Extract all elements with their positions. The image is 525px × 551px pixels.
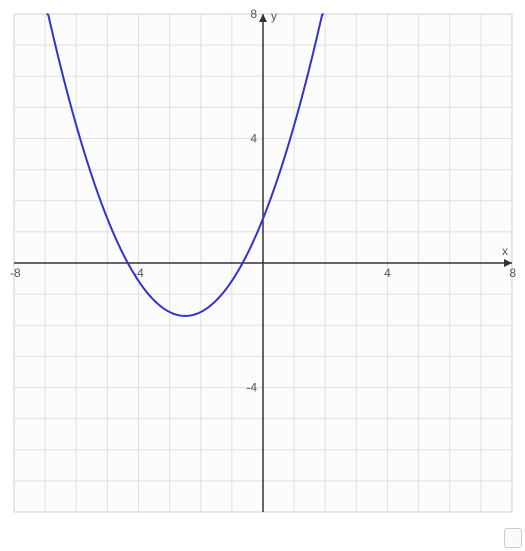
y-tick-label: 4 [250, 132, 257, 146]
chart-svg: -8 -4 4 8 8 4 -4 x y [8, 8, 518, 518]
x-axis-label: x [502, 244, 508, 258]
x-tick-label: -4 [133, 266, 144, 280]
x-tick-label: 4 [384, 266, 391, 280]
y-tick-label: -4 [246, 381, 257, 395]
x-tick-label: 8 [509, 266, 516, 280]
chart-container: -8 -4 4 8 8 4 -4 x y [8, 8, 518, 518]
x-tick-label: -8 [10, 266, 21, 280]
answer-input-box[interactable] [504, 528, 522, 548]
y-axis-label: y [271, 9, 277, 23]
y-tick-label: 8 [250, 8, 257, 21]
